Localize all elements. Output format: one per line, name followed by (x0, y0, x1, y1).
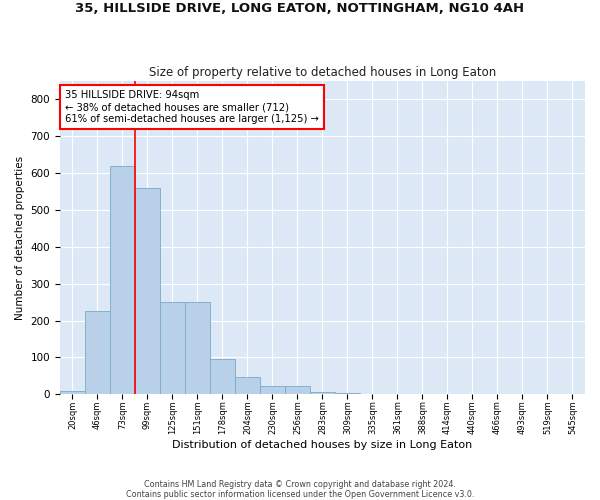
Bar (185, 302, 210, 394)
Bar (85, 312, 110, 394)
Text: 35, HILLSIDE DRIVE, LONG EATON, NOTTINGHAM, NG10 4AH: 35, HILLSIDE DRIVE, LONG EATON, NOTTINGH… (76, 2, 524, 16)
Text: 35 HILLSIDE DRIVE: 94sqm
← 38% of detached houses are smaller (712)
61% of semi-: 35 HILLSIDE DRIVE: 94sqm ← 38% of detach… (65, 90, 319, 124)
Bar (110, 166, 135, 394)
Bar (260, 386, 285, 394)
Text: Contains HM Land Registry data © Crown copyright and database right 2024.
Contai: Contains HM Land Registry data © Crown c… (126, 480, 474, 499)
Title: Size of property relative to detached houses in Long Eaton: Size of property relative to detached ho… (149, 66, 496, 78)
Bar (210, 359, 235, 394)
Bar (235, 376, 260, 394)
X-axis label: Distribution of detached houses by size in Long Eaton: Distribution of detached houses by size … (172, 440, 473, 450)
Bar (160, 302, 185, 394)
Y-axis label: Number of detached properties: Number of detached properties (15, 156, 25, 320)
Bar (135, 188, 160, 394)
Bar (310, 392, 335, 394)
Bar (285, 386, 310, 394)
Bar (60, 391, 85, 394)
